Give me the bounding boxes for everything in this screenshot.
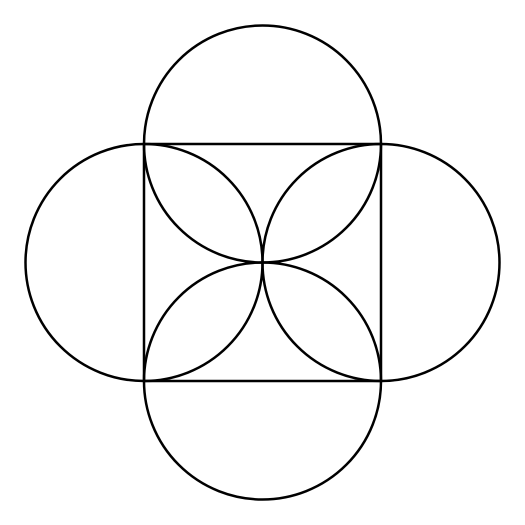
circle-right [261,142,501,383]
square [142,142,383,383]
